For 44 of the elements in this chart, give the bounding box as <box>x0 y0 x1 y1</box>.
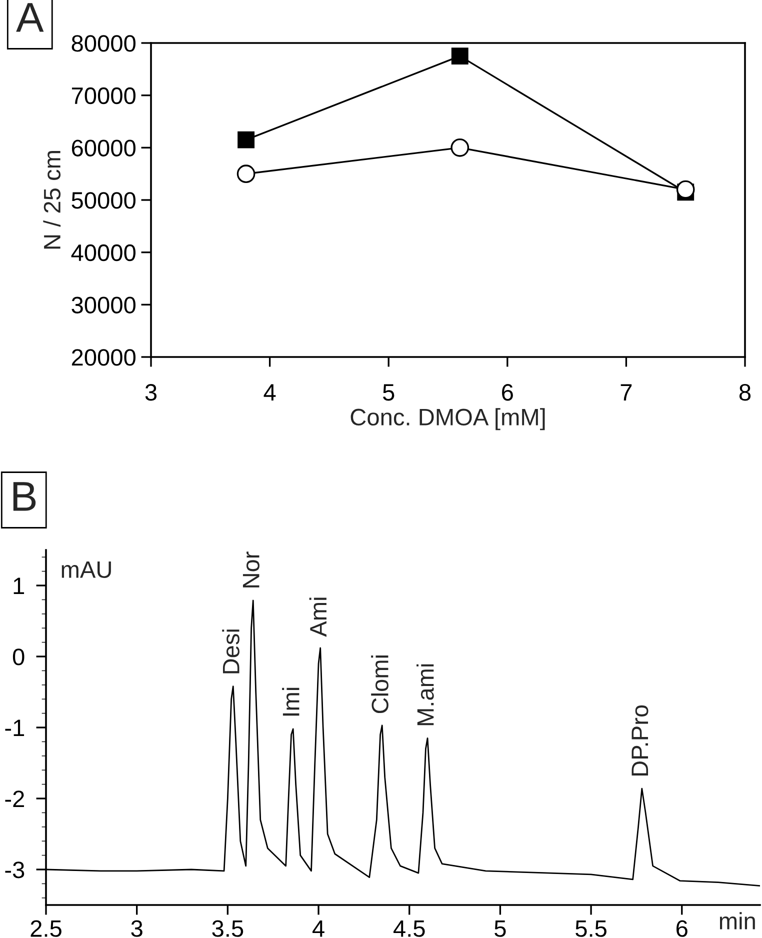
x-tick-label: 5.5 <box>576 920 606 937</box>
x-tick-label: 5 <box>382 384 394 401</box>
x-axis-title: min <box>720 912 755 930</box>
x-tick-label: 4.5 <box>393 920 425 937</box>
y-tick-label: 70000 <box>72 87 136 104</box>
annotation: DP.Pro <box>632 705 648 776</box>
x-axis-title: Conc. DMOA [mM] <box>350 408 545 430</box>
y-tick-label: -3 <box>5 862 24 878</box>
x-tick-label: 3.5 <box>212 920 244 937</box>
point <box>450 138 470 157</box>
point <box>238 131 255 148</box>
chart-title: B <box>13 482 36 511</box>
y-tick-label: 30000 <box>72 296 136 314</box>
y-tick-label: 0 <box>12 648 24 666</box>
x-tick-label: 6 <box>502 384 513 401</box>
y-tick-label: 60000 <box>72 140 136 156</box>
x-tick-label: 7 <box>620 384 632 400</box>
annotation: Desi <box>222 630 240 674</box>
y-tick-label: 1 <box>14 578 24 594</box>
x-tick-label: 3 <box>131 920 142 937</box>
annotation: Ami <box>309 598 326 637</box>
y-axis-title: N / 25 cm <box>43 151 61 249</box>
y-tick-label: 50000 <box>72 192 136 209</box>
annotation: M.ami <box>416 664 434 726</box>
x-tick-label: 2.5 <box>30 920 62 937</box>
x-tick-label: 3 <box>145 384 157 401</box>
x-tick-label: 4 <box>264 384 276 400</box>
chart-title: A <box>16 3 44 32</box>
x-tick-label: 5 <box>494 920 506 937</box>
y-tick-label: -2 <box>5 790 24 808</box>
annotation: Clomi <box>371 656 388 714</box>
annotation: Nor <box>242 552 260 588</box>
y-tick-label: 20000 <box>72 349 136 366</box>
y-tick-label: 40000 <box>71 244 136 262</box>
y-axis-title: mAU <box>62 562 111 578</box>
point <box>451 48 468 65</box>
x-tick-label: 4 <box>312 920 324 937</box>
point <box>236 164 256 183</box>
x-tick-label: 8 <box>739 384 751 401</box>
y-tick-label: 80000 <box>72 35 136 52</box>
y-tick-label: -1 <box>5 720 24 736</box>
annotation: Imi <box>282 688 300 716</box>
point <box>676 180 695 199</box>
x-tick-label: 6 <box>676 920 688 937</box>
